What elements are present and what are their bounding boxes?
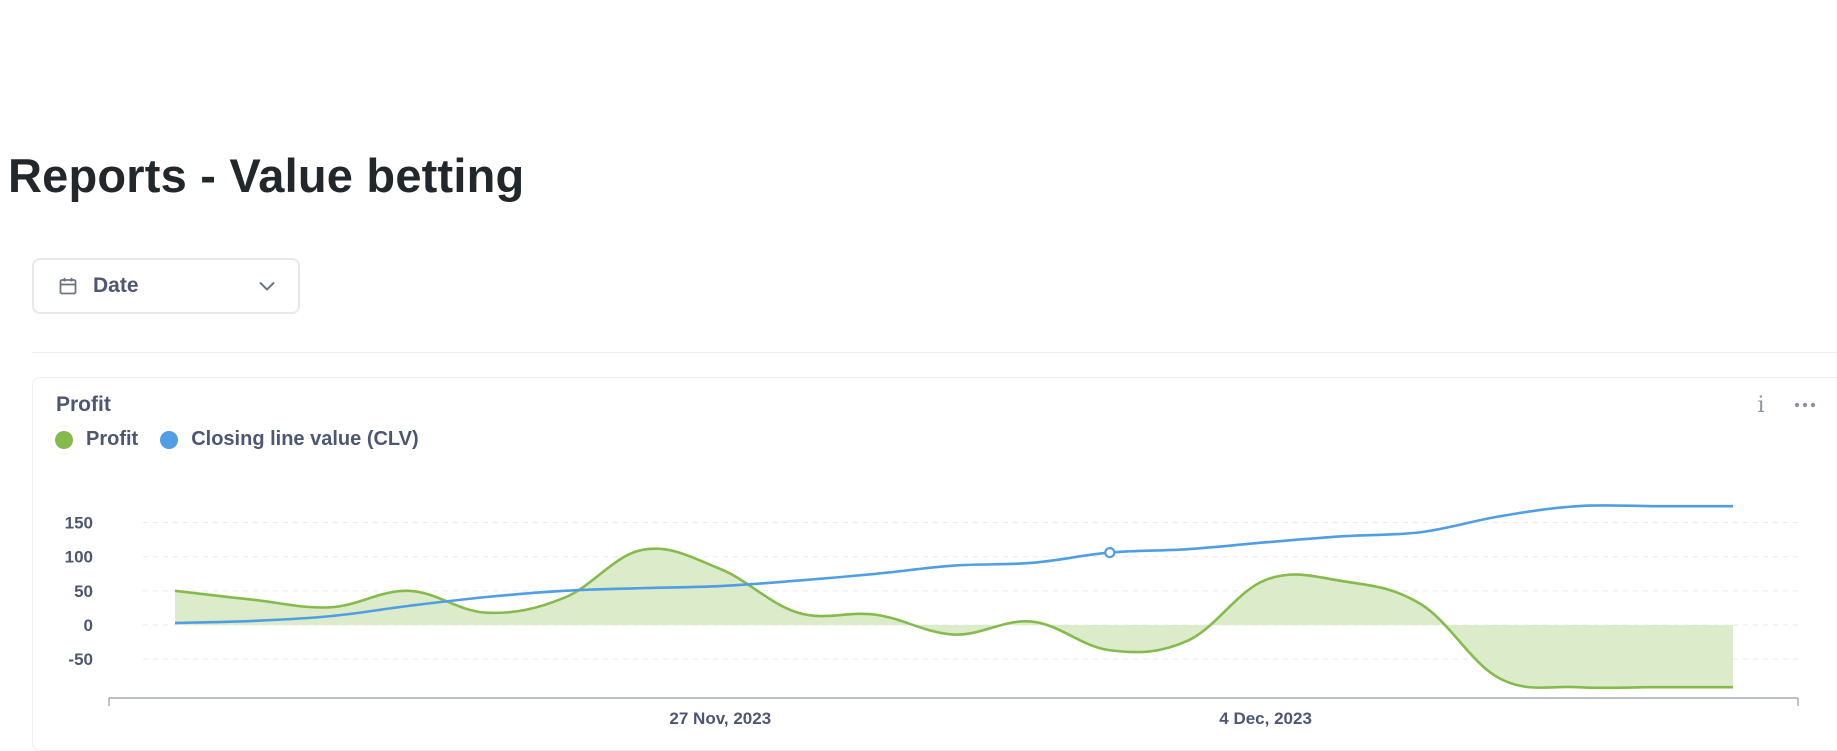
y-tick-label: 0 xyxy=(84,616,93,635)
y-tick-label: 50 xyxy=(74,582,93,601)
x-tick-label: 4 Dec, 2023 xyxy=(1219,709,1312,728)
y-tick-label: 100 xyxy=(65,548,93,567)
card-title: Profit xyxy=(56,393,111,416)
x-tick-label: 27 Nov, 2023 xyxy=(669,709,771,728)
y-tick-label: -50 xyxy=(68,650,93,669)
clv-line xyxy=(174,504,1733,625)
profit-area xyxy=(175,548,1733,688)
chart-legend: Profit Closing line value (CLV) xyxy=(55,428,441,451)
legend-dot-profit xyxy=(55,430,73,449)
calendar-icon xyxy=(59,277,77,295)
profit-line xyxy=(174,547,1733,690)
legend-item-clv[interactable]: Closing line value (CLV) xyxy=(160,428,419,451)
page-title: Reports - Value betting xyxy=(8,149,525,202)
info-icon[interactable]: i xyxy=(1757,392,1765,418)
date-filter-label: Date xyxy=(93,274,139,297)
more-icon[interactable] xyxy=(1790,390,1820,420)
profit-card: Profit i Profit Closing line value (CLV)… xyxy=(32,377,1837,751)
profit-chart: 150 100 50 0 -50 27 Nov, 2023 4 Dec, 2023 xyxy=(65,504,1799,728)
card-actions: i xyxy=(1748,390,1820,420)
legend-item-profit[interactable]: Profit xyxy=(55,428,138,451)
legend-dot-clv xyxy=(160,430,179,449)
date-filter-button[interactable]: Date xyxy=(32,258,300,314)
section-divider xyxy=(32,352,1837,353)
y-tick-label: 150 xyxy=(65,514,93,533)
chevron-down-icon xyxy=(258,277,276,295)
clv-highlighted-point xyxy=(1104,547,1116,559)
legend-label-profit: Profit xyxy=(86,428,139,450)
legend-label-clv: Closing line value (CLV) xyxy=(191,428,419,450)
